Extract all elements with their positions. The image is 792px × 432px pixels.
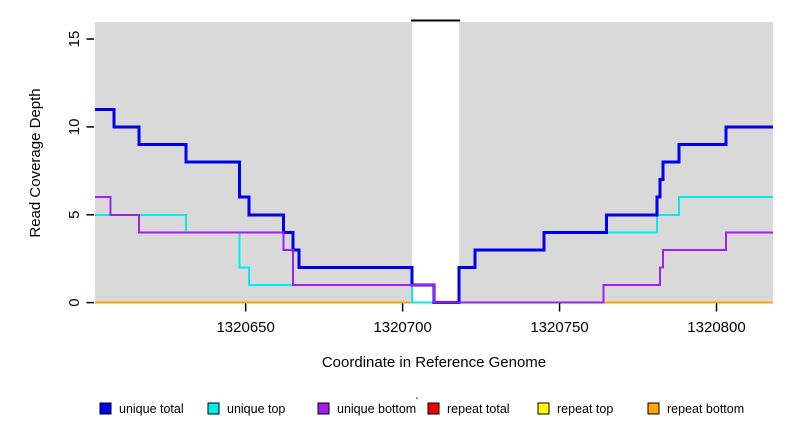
stray-mark: '	[416, 396, 418, 407]
y-tick-label: 5	[66, 211, 83, 219]
x-tick-label: 1320800	[687, 319, 745, 336]
legend-item-unique-total: unique total	[99, 402, 184, 416]
plot-bg-left	[95, 22, 413, 303]
series-lines	[95, 107, 773, 305]
legend-item-repeat-total: repeat total	[427, 402, 510, 416]
x-axis-title: Coordinate in Reference Genome	[322, 354, 546, 371]
y-axis-title: Read Coverage Depth	[27, 88, 44, 237]
legend-swatch	[537, 402, 550, 415]
legend: unique total unique top unique bottom repea…	[99, 396, 744, 416]
legend-label: repeat bottom	[667, 402, 744, 416]
series-unique-bottom	[95, 196, 773, 304]
legend-item-unique-top: unique top	[207, 402, 285, 416]
legend-swatch	[99, 402, 112, 415]
axes: 1320650 1320700 1320750 1320800 0 5 10 15	[66, 31, 746, 336]
y-tick-label: 10	[66, 119, 83, 136]
legend-swatch	[317, 402, 330, 415]
legend-item-repeat-bottom: repeat bottom	[647, 402, 744, 416]
legend-label: unique bottom	[337, 402, 416, 416]
legend-swatch	[427, 402, 440, 415]
plot-background	[95, 22, 773, 303]
x-tick-label: 1320700	[373, 319, 431, 336]
legend-label: unique total	[119, 402, 184, 416]
plot-bg-right	[459, 22, 773, 303]
legend-label: unique top	[227, 402, 285, 416]
legend-label: repeat total	[447, 402, 510, 416]
y-tick-label: 0	[66, 298, 83, 306]
y-tick-label: 15	[66, 31, 83, 48]
legend-swatch	[207, 402, 220, 415]
x-tick-label: 1320650	[216, 319, 274, 336]
legend-item-repeat-top: repeat top	[537, 402, 613, 416]
legend-item-unique-bottom: unique bottom	[317, 402, 416, 416]
x-tick-label: 1320750	[530, 319, 588, 336]
legend-swatch	[647, 402, 660, 415]
legend-label: repeat top	[557, 402, 613, 416]
